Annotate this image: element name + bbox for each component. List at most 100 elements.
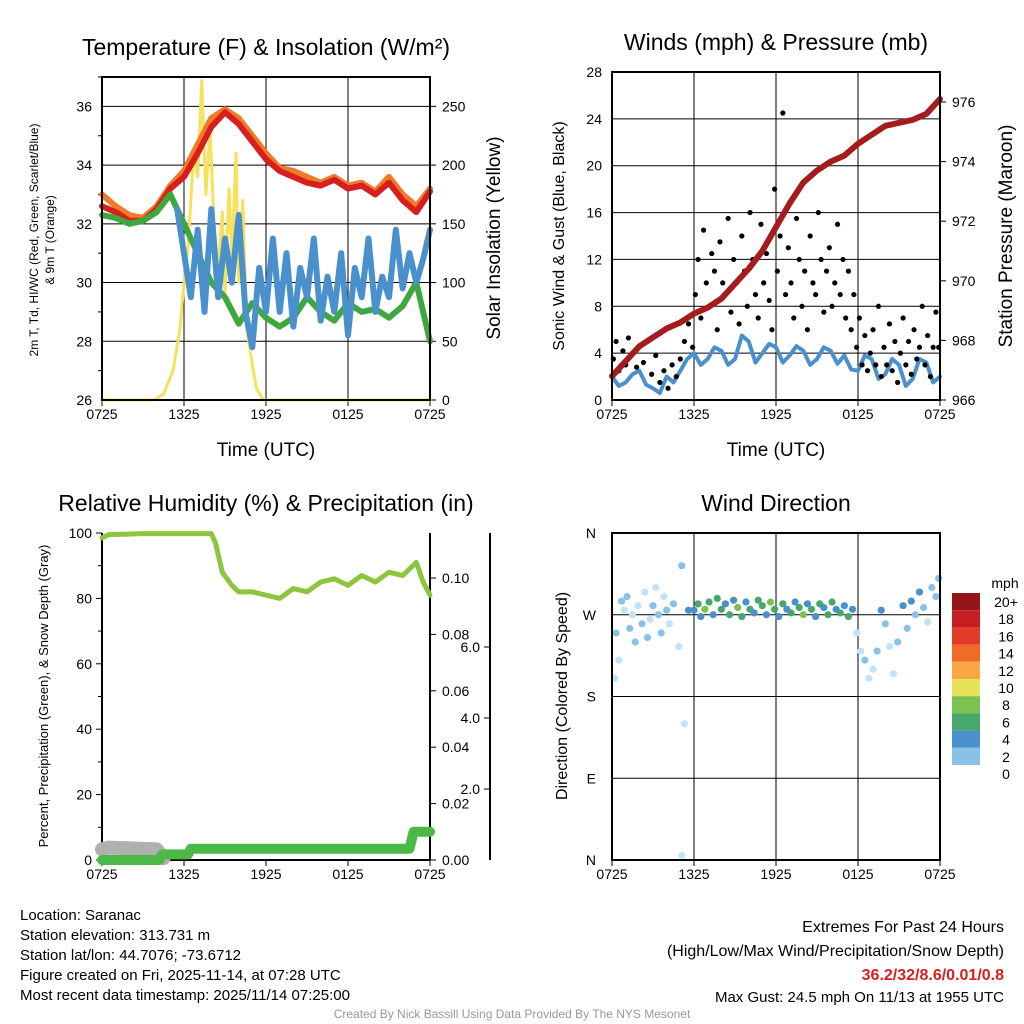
y2-tick-label: 966 [952, 392, 976, 408]
direction-point [634, 602, 642, 610]
gust-point [649, 371, 655, 377]
y2-tick-label: 970 [952, 273, 976, 289]
direction-point [641, 588, 649, 596]
y-tick-label: 100 [69, 525, 93, 541]
direction-point [848, 605, 857, 613]
panel-title: Wind Direction [701, 490, 851, 516]
y2-tick-label: 968 [952, 332, 976, 348]
y-tick-label: 20 [586, 158, 602, 174]
gust-point [799, 303, 805, 309]
direction-point [861, 656, 869, 664]
gust-point [922, 362, 928, 368]
elevation-text: Station elevation: 313.731 m [20, 927, 211, 944]
gust-point [796, 256, 802, 263]
gust-point [829, 303, 835, 309]
gust-point [903, 362, 909, 368]
gust-point [692, 291, 698, 298]
max-gust-text: Max Gust: 24.5 mph On 11/13 at 1955 UTC [714, 989, 1004, 1006]
snow-tick-label: 4.0 [461, 710, 481, 726]
precip-tick-label: 0.08 [442, 626, 469, 642]
direction-point [649, 602, 657, 610]
y-tick-label: 4 [594, 345, 602, 361]
x-tick-label: 1925 [250, 406, 281, 422]
colorbar-tick-label: 18 [998, 611, 1014, 627]
direction-point [620, 606, 628, 614]
direction-point [617, 597, 626, 605]
colorbar-swatch [952, 696, 980, 714]
direction-point [766, 598, 775, 606]
direction-point [853, 629, 861, 637]
gust-point [782, 291, 789, 298]
direction-point [754, 596, 762, 604]
series-precipitation [97, 826, 435, 865]
y-axis-label: Direction (Colored By Speed) [554, 592, 571, 800]
precip-tick-label: 0.10 [442, 570, 469, 586]
x-tick-label: 1325 [678, 406, 709, 422]
y2-axis-label: Solar Insolation (Yellow) [484, 136, 505, 339]
x-tick-label: 0725 [86, 406, 117, 422]
gust-point [875, 303, 882, 309]
created-text: Figure created on Fri, 2025-11-14, at 07… [20, 967, 341, 984]
colorbar-swatch [952, 730, 980, 748]
direction-point [660, 592, 668, 601]
direction-point [828, 598, 836, 606]
direction-point [762, 611, 771, 619]
direction-point [807, 605, 816, 613]
series-pressure [609, 96, 943, 380]
latlon-text: Station lat/lon: 44.7076; -73.6712 [20, 947, 242, 964]
x-tick-label: 0725 [414, 406, 445, 422]
colorbar-swatch [952, 610, 980, 628]
y-tick-label: 16 [586, 205, 602, 221]
direction-point [844, 612, 853, 621]
gust-point [884, 362, 890, 368]
direction-point [799, 611, 807, 619]
gust-point [897, 350, 903, 356]
gust-point [703, 280, 709, 286]
gust-point [761, 280, 767, 286]
x-axis-label: Time (UTC) [217, 440, 316, 461]
direction-point [787, 609, 795, 617]
panel-title: Winds (mph) & Pressure (mb) [624, 29, 928, 55]
gust-point [911, 327, 917, 333]
gust-point [685, 321, 692, 327]
gust-point [736, 321, 742, 327]
gust-point [925, 332, 931, 339]
direction-point [705, 598, 713, 606]
gust-point [930, 344, 936, 350]
gust-point [851, 291, 857, 298]
direction-point [697, 612, 705, 621]
snow-tick-label: 6.0 [461, 639, 481, 655]
gust-point [752, 291, 759, 298]
direction-point [730, 596, 738, 604]
colorbar-tick-label: 8 [1002, 697, 1010, 713]
direction-point [663, 606, 671, 614]
y2-tick-label: 200 [442, 157, 466, 173]
gust-point [845, 268, 852, 274]
gust-point [755, 315, 761, 321]
gust-point [916, 344, 923, 350]
direction-point [915, 588, 924, 596]
x-tick-label: 0725 [596, 406, 627, 422]
gust-point [914, 356, 920, 362]
gust-point [700, 227, 707, 233]
y-tick-label: 24 [586, 111, 602, 127]
gust-point [620, 348, 626, 354]
gust-point [653, 352, 659, 359]
colorbar-tick-label: 4 [1002, 732, 1010, 748]
panel-title: Temperature (F) & Insolation (W/m²) [82, 34, 450, 60]
gust-point [791, 315, 797, 321]
direction-point [779, 600, 787, 608]
gust-point [709, 250, 715, 257]
direction-point [840, 602, 848, 610]
location-text: Location: Saranac [20, 907, 141, 924]
colorbar-swatch [952, 661, 980, 679]
x-axis-label: Time (UTC) [727, 440, 826, 461]
y2-tick-label: 0 [442, 392, 450, 408]
colorbar-tick-label: 20+ [994, 594, 1018, 610]
gust-point [661, 368, 667, 374]
gust-point [802, 268, 808, 274]
series-sonic-wind [610, 333, 942, 395]
direction-point [721, 600, 730, 608]
colorbar-tick-label: 10 [998, 680, 1014, 696]
